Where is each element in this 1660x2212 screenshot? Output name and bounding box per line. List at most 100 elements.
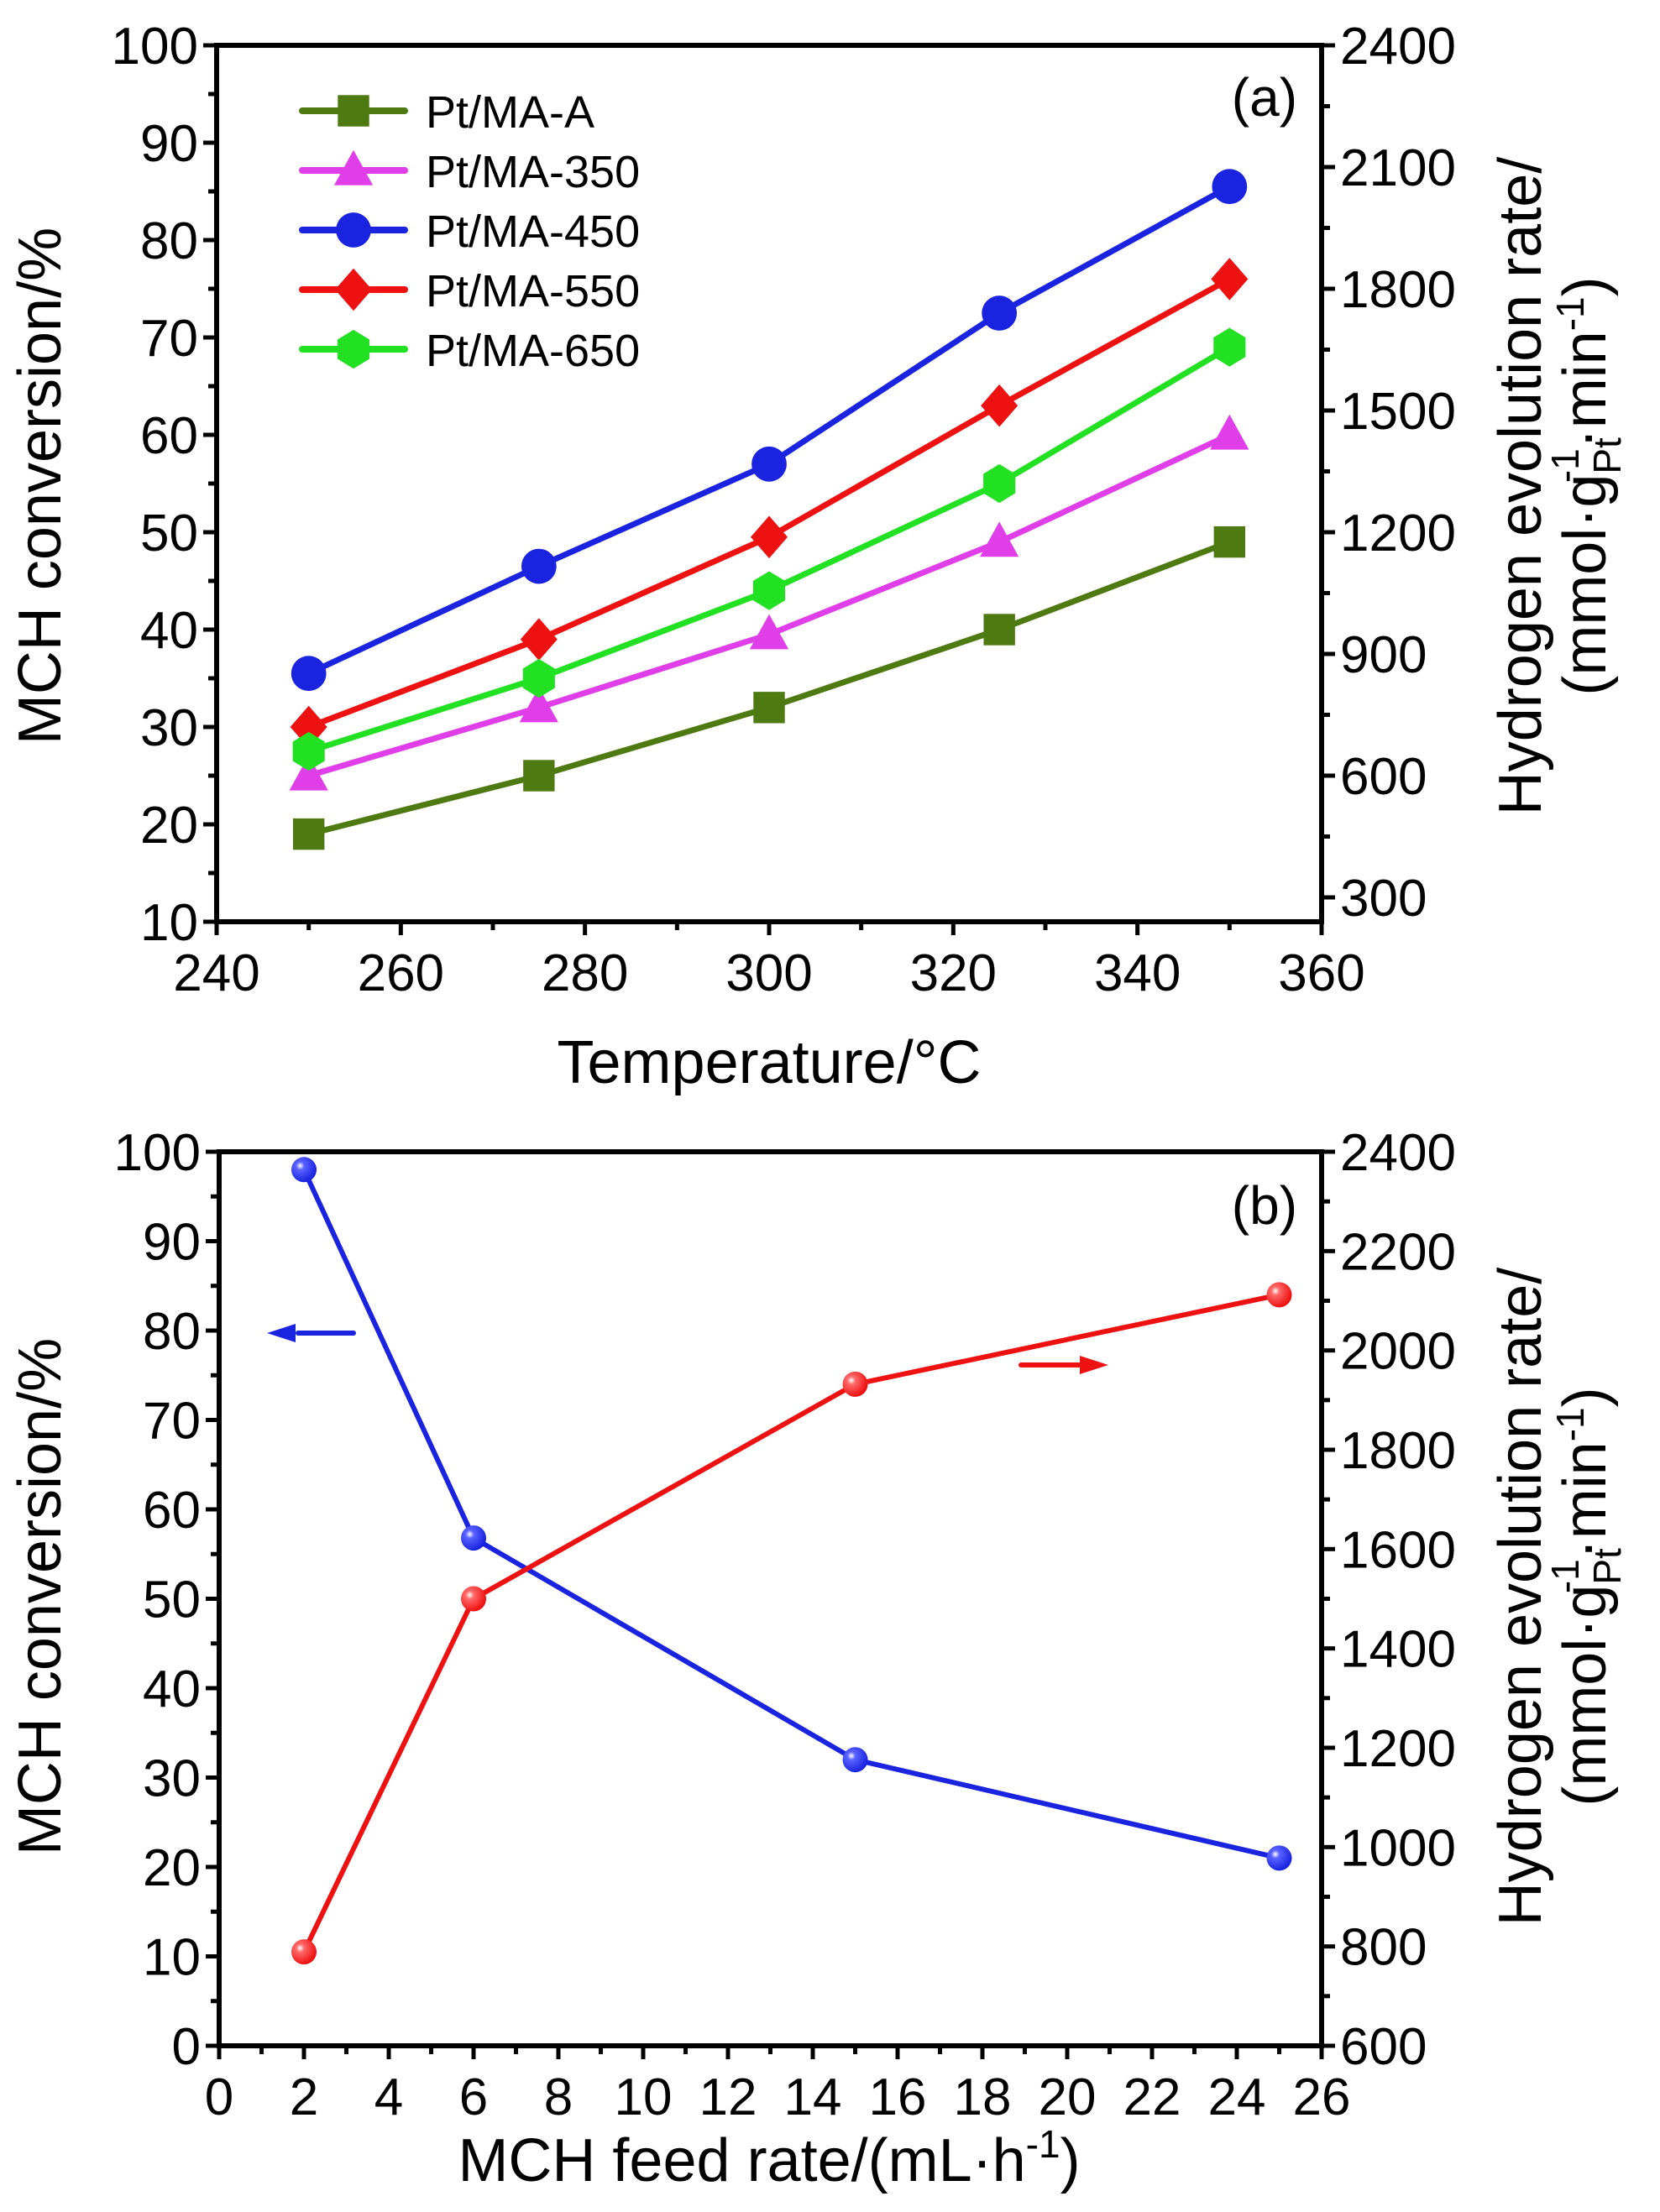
data-point-pt-ma-450 <box>521 548 557 584</box>
x-tick-label: 18 <box>954 2068 1012 2126</box>
panel-b-ylabel: MCH conversion/% <box>7 1338 74 1855</box>
right-arrow-icon <box>1080 1356 1108 1374</box>
data-point-mch-conversion <box>842 1747 868 1773</box>
y-tick-label: 80 <box>143 1303 201 1361</box>
data-point-mch-conversion-body <box>1266 1845 1292 1871</box>
y-tick-label: 30 <box>140 699 198 757</box>
data-point-pt-ma-550 <box>981 384 1019 427</box>
x-tick-label: 14 <box>784 2068 842 2126</box>
data-point-pt-ma-450 <box>1212 169 1248 205</box>
data-point-hydrogen-evolution-rate <box>842 1371 868 1397</box>
y-tick-label: 60 <box>140 407 198 465</box>
data-point-hydrogen-evolution-rate-body <box>1266 1282 1292 1308</box>
legend-marker <box>336 212 371 248</box>
data-point-pt-ma-350 <box>749 614 789 650</box>
y-tick-label: 70 <box>140 310 198 368</box>
x-tick-label: 8 <box>544 2068 573 2126</box>
y2-tick-label: 900 <box>1340 626 1427 684</box>
y2-tick-label: 600 <box>1340 748 1427 806</box>
y-tick-label: 80 <box>140 212 198 270</box>
panel-a-label: (a) <box>1232 67 1297 128</box>
legend-label: Pt/MA-350 <box>426 147 640 197</box>
x-tick-label: 22 <box>1123 2068 1181 2126</box>
data-point-hydrogen-evolution-rate <box>461 1586 486 1612</box>
y-tick-label: 100 <box>112 18 198 76</box>
data-point-hydrogen-evolution-rate <box>1266 1282 1292 1308</box>
legend-label: Pt/MA-450 <box>426 207 640 257</box>
plot-frame <box>217 1149 1324 2048</box>
panel-a-y2label-text: Hydrogen evolution rate/ <box>1487 157 1554 815</box>
x-tick-label: 6 <box>459 2068 488 2126</box>
panel-b-y2label-line1: Hydrogen evolution rate/ <box>1487 1268 1554 1926</box>
panel-a-y2label-line1: Hydrogen evolution rate/ <box>1487 157 1554 815</box>
y2-tick-label: 1600 <box>1340 1521 1456 1579</box>
data-point-pt-ma-650 <box>292 731 325 771</box>
panel-a-legend: Pt/MA-A Pt/MA-350 Pt/MA-450 Pt/MA-550 Pt/MA-… <box>299 87 640 376</box>
panel-a-ylabel: MCH conversion/% <box>7 227 74 745</box>
y2-tick-label: 1200 <box>1340 1720 1456 1778</box>
x-tick-label: 20 <box>1039 2068 1097 2126</box>
data-point-mch-conversion <box>1266 1845 1292 1871</box>
legend-item: Pt/MA-350 <box>299 147 640 197</box>
data-point-pt-ma-650 <box>752 571 786 610</box>
y2-tick-label: 300 <box>1340 870 1427 928</box>
x-tick-label: 16 <box>869 2068 927 2126</box>
x-tick-label: 0 <box>205 2068 233 2126</box>
y2-tick-label: 1200 <box>1340 505 1456 562</box>
data-point-pt-ma-450 <box>291 656 327 692</box>
y-tick-label: 0 <box>172 2018 201 2076</box>
y-tick-label: 40 <box>140 602 198 660</box>
panel-b-markers <box>291 1157 1292 1965</box>
series-line-hydrogen-evolution-rate <box>301 1292 1282 1955</box>
data-point-mch-conversion-body <box>461 1525 486 1551</box>
y-tick-label: 50 <box>143 1571 201 1629</box>
panel-a-xlabel: Temperature/°C <box>558 1029 982 1096</box>
data-point-pt-ma-a <box>1213 526 1246 558</box>
y2-tick-label: 2400 <box>1340 1124 1456 1182</box>
plot-frame <box>214 43 1324 924</box>
panel-b-axes: 0 2 4 6 8 10 12 14 16 18 20 22 24 2601020304050607080… <box>114 1124 1456 2126</box>
y-tick-label: 40 <box>143 1660 201 1718</box>
x-tick-label: 26 <box>1293 2068 1351 2126</box>
y-tick-label: 60 <box>143 1482 201 1540</box>
panel-b-label: (b) <box>1232 1175 1297 1236</box>
legend-item: Pt/MA-650 <box>299 326 640 376</box>
y2-tick-label: 1500 <box>1340 383 1456 441</box>
y-tick-label: 30 <box>143 1750 201 1808</box>
data-point-mch-conversion <box>461 1525 486 1551</box>
panel-b: 0 2 4 6 8 10 12 14 16 18 20 22 24 2601020304050607080… <box>7 1124 1629 2194</box>
y-tick-label: 20 <box>143 1839 201 1897</box>
y2-tick-label: 1800 <box>1340 261 1456 319</box>
data-point-pt-ma-a <box>983 614 1015 646</box>
data-point-hydrogen-evolution-rate <box>291 1939 317 1965</box>
y-tick-label: 90 <box>140 115 198 173</box>
x-tick-label: 320 <box>910 944 997 1002</box>
panel-a-y2label-line2: (mmol·gPt-1·min-1) <box>1543 276 1629 695</box>
legend-label: Pt/MA-A <box>426 87 594 138</box>
y-tick-label: 50 <box>140 505 198 562</box>
data-point-hydrogen-evolution-rate-body <box>461 1586 486 1612</box>
data-point-pt-ma-350 <box>1210 414 1249 450</box>
panel-a: 240 260 280 300 320 340 360 10 20 30 40 50 60 70 80 90 1… <box>7 18 1629 1096</box>
data-point-hydrogen-evolution-rate-body <box>291 1939 317 1965</box>
y2-tick-label: 1400 <box>1340 1621 1456 1679</box>
y-tick-label: 20 <box>140 797 198 855</box>
y-tick-label: 100 <box>114 1124 201 1182</box>
legend-label: Pt/MA-550 <box>426 266 640 316</box>
y-tick-label: 10 <box>140 894 198 952</box>
y-tick-label: 90 <box>143 1214 201 1272</box>
panel-a-markers <box>289 169 1249 850</box>
y2-tick-label: 2000 <box>1340 1323 1456 1381</box>
legend-item: Pt/MA-450 <box>299 207 640 257</box>
legend-item: Pt/MA-A <box>299 87 594 138</box>
x-tick-label: 300 <box>725 944 812 1002</box>
y2-tick-label: 600 <box>1340 2018 1427 2076</box>
x-tick-label: 2 <box>290 2068 318 2126</box>
data-point-pt-ma-350 <box>289 755 328 791</box>
data-point-pt-ma-550 <box>1211 258 1249 301</box>
x-tick-label: 260 <box>358 944 444 1002</box>
data-point-pt-ma-550 <box>290 705 327 749</box>
series-line-mch-conversion <box>301 1167 1282 1861</box>
legend-label: Pt/MA-650 <box>426 326 640 376</box>
x-tick-label: 360 <box>1278 944 1364 1002</box>
